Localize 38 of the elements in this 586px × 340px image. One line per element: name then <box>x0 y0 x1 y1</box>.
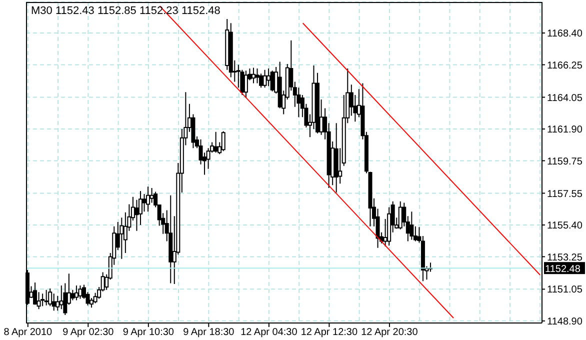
candlestick <box>255 68 260 84</box>
y-tick-label: 1148.90 <box>547 316 583 328</box>
candlestick <box>410 211 414 240</box>
y-tick-label: 1164.05 <box>547 92 583 104</box>
candlestick <box>262 69 267 88</box>
y-tick-label: 1155.40 <box>547 220 583 232</box>
candlestick <box>78 284 82 300</box>
candlestick <box>44 289 48 306</box>
x-tick-label: 12 Apr 20:30 <box>361 327 418 338</box>
y-tick-label: 1157.55 <box>547 188 583 200</box>
x-tick-label: 12 Apr 04:30 <box>240 327 298 338</box>
y-tick-label: 1166.25 <box>547 60 583 72</box>
x-tick-label: 8 Apr 2010 <box>4 327 53 338</box>
candlestick <box>214 131 218 154</box>
candlestick <box>168 194 173 284</box>
candlestick <box>398 200 402 230</box>
candlestick <box>228 22 233 78</box>
candlestick <box>221 130 226 152</box>
candlestick <box>33 282 38 306</box>
x-tick-label: 9 Apr 18:30 <box>183 327 235 338</box>
y-tick-label: 1161.90 <box>547 124 583 136</box>
candlestick <box>244 70 248 98</box>
candlestick <box>74 284 78 301</box>
x-tick-label: 9 Apr 10:30 <box>122 327 174 338</box>
y-tick-label: 1159.75 <box>547 156 583 168</box>
y-tick-label: 1153.25 <box>547 252 583 264</box>
candlestick <box>240 69 244 96</box>
candlestick <box>48 288 52 307</box>
y-tick-label: 1151.05 <box>547 284 583 296</box>
ref-line-label: 1152.48 <box>545 264 581 276</box>
candlestick <box>270 70 274 92</box>
x-tick-label: 12 Apr 12:30 <box>300 327 358 338</box>
candlestick <box>251 67 256 84</box>
candlestick <box>334 122 338 193</box>
candlestick <box>146 186 150 212</box>
candlestick <box>40 293 45 307</box>
y-tick-label: 1168.40 <box>547 28 583 40</box>
x-tick-label: 9 Apr 02:30 <box>62 327 114 338</box>
